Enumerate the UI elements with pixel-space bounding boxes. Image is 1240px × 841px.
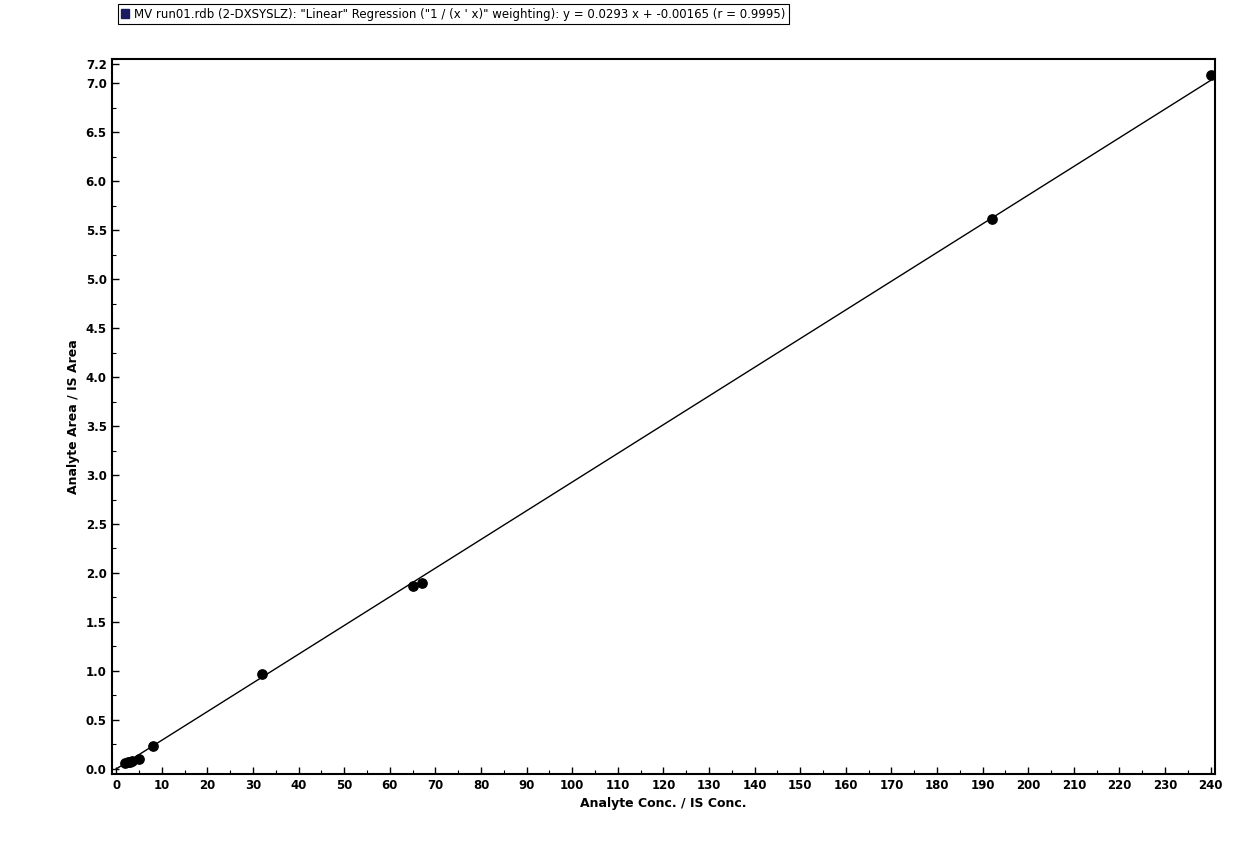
Point — [143, 739, 162, 753]
Point — [412, 576, 432, 590]
Legend: MV run01.rdb (2-DXSYSLZ): "Linear" Regression ("1 / (x ' x)" weighting): y = 0.0: MV run01.rdb (2-DXSYSLZ): "Linear" Regre… — [118, 4, 789, 24]
Point — [252, 667, 272, 680]
Point — [123, 754, 143, 768]
Point — [115, 757, 135, 770]
Point — [982, 213, 1002, 226]
Point — [403, 579, 423, 592]
Point — [129, 752, 149, 765]
X-axis label: Analyte Conc. / IS Conc.: Analyte Conc. / IS Conc. — [580, 797, 746, 810]
Point — [118, 755, 138, 769]
Point — [120, 755, 140, 769]
Point — [1200, 68, 1220, 82]
Y-axis label: Analyte Area / IS Area: Analyte Area / IS Area — [67, 339, 81, 494]
